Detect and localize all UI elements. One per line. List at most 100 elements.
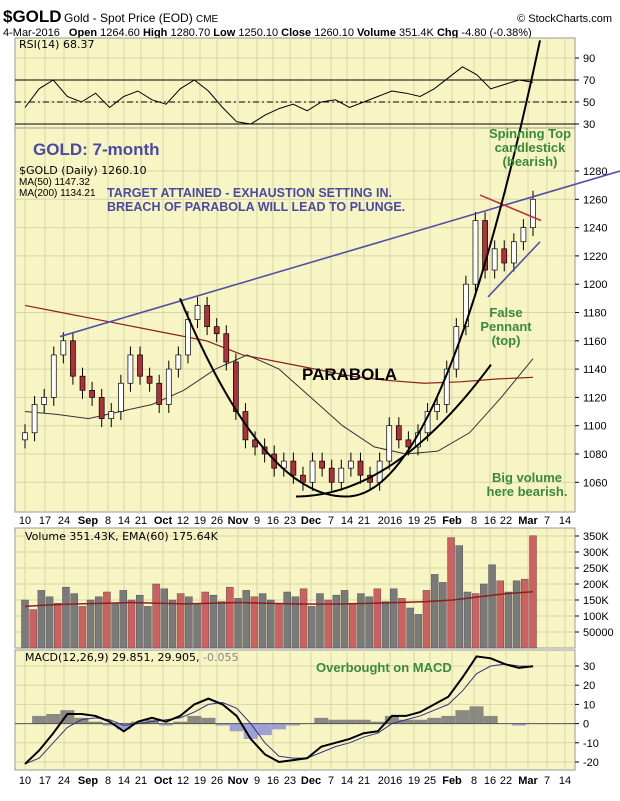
date-axis-label: 8 [471, 515, 477, 527]
close-label: Close [281, 27, 311, 39]
date-axis-label: 16 [267, 515, 279, 527]
bottom-date-axis-label: 17 [39, 775, 51, 787]
volume-bar [168, 599, 177, 649]
bottom-date-axis-label: 22 [500, 775, 512, 787]
rsi-panel [14, 37, 576, 129]
rsi-tick-label: 50 [583, 97, 595, 109]
rsi-tick-label: 30 [583, 119, 595, 131]
candle [309, 460, 316, 483]
macd-legend-hist: -0.055 [203, 651, 238, 664]
date-axis-label: 19 [408, 515, 420, 527]
macd-tick-label: 30 [583, 661, 595, 673]
bottom-date-axis-label: 14 [559, 775, 571, 787]
macd-histogram-bar [384, 715, 399, 724]
parabola-curve [179, 40, 541, 498]
inner-parabola-curve [295, 364, 492, 498]
date-axis-label: 8 [105, 515, 111, 527]
volume-bar [381, 601, 390, 649]
macd-histogram-bar [46, 714, 61, 724]
candle [50, 354, 57, 398]
high-label: High [143, 27, 168, 39]
volume-bar [308, 606, 316, 649]
volume-bar [463, 591, 472, 649]
volume-bar [45, 596, 54, 649]
macd-tick-label: 0 [583, 719, 589, 731]
volume-tick-label: 50000 [583, 627, 614, 639]
volume-bar [324, 599, 332, 649]
symbol-name: Gold - Spot Price (EOD) [64, 11, 193, 25]
macd-legend-main: MACD(12,26,9) 29.851, 29.905, [25, 651, 200, 664]
volume-bar [398, 598, 406, 649]
candle [137, 354, 143, 377]
title-annotation: GOLD: 7-month [33, 140, 160, 159]
ma50-legend: MA(50) 1147.32 [19, 177, 90, 188]
volume-bar [70, 593, 78, 649]
candle [233, 361, 239, 412]
candle [165, 368, 172, 405]
bottom-date-axis-label: Dec [301, 775, 321, 787]
target-annotation-1: TARGET ATTAINED - EXHAUSTION SETTING IN. [107, 186, 392, 200]
close-value: 1260.10 [314, 27, 354, 39]
bottom-date-axis-label: 12 [177, 775, 189, 787]
symbol: $GOLD [3, 7, 62, 26]
candle [463, 283, 469, 328]
candle [175, 354, 182, 370]
macd-histogram-bar [201, 717, 216, 724]
date-axis-label: 14 [559, 515, 571, 527]
date-axis-label: 21 [358, 515, 370, 527]
volume-bar [176, 593, 185, 649]
volume-bar [439, 582, 447, 649]
macd-histogram-bar [272, 723, 286, 730]
volume-bar [144, 606, 152, 649]
bottom-date-axis-label: 19 [194, 775, 206, 787]
price-tick-label: 1200 [583, 279, 607, 291]
parabola-annotation: PARABOLA [302, 365, 397, 384]
quote-line: 4-Mar-2016 Open 1264.60 High 1280.70 Low… [3, 27, 532, 39]
bottom-date-axis-label: Oct [154, 775, 173, 787]
volume-bar [160, 588, 169, 649]
volume-bar [389, 588, 398, 649]
candle [510, 241, 517, 264]
date-axis-label: 21 [135, 515, 147, 527]
bottom-date-axis-label: 25 [424, 775, 436, 787]
price-tick-label: 1260 [583, 194, 607, 206]
volume-bar [103, 591, 111, 649]
volume-bar [250, 596, 259, 649]
date-axis-label: 19 [194, 515, 206, 527]
volume-legend: Volume 351.43K, EMA(60) 175.64K [25, 530, 219, 543]
volume-bar [471, 593, 480, 649]
volume-bar [62, 586, 70, 649]
volume-tick-label: 350K [583, 531, 609, 543]
bottom-date-axis-label: 14 [341, 775, 353, 787]
price-tick-label: 1220 [583, 251, 607, 263]
macd-histogram-bar [314, 717, 329, 724]
spinning-top-annotation-1: Spinning Top [489, 126, 571, 141]
date-axis-label: 7 [544, 515, 550, 527]
candle [98, 397, 105, 419]
volume-tick-label: 300K [583, 547, 609, 559]
volume-bar [447, 537, 455, 649]
volume-bar [299, 588, 308, 649]
macd-histogram-bar [229, 723, 244, 732]
candle [300, 474, 306, 483]
macd-line [24, 655, 534, 765]
volume-bar [316, 593, 324, 649]
candle [482, 220, 488, 271]
date-axis-label: 9 [254, 515, 260, 527]
volume-bar [521, 578, 529, 649]
macd-histogram-bar [173, 721, 188, 724]
macd-histogram-bar [187, 715, 202, 724]
volume-bar [332, 594, 341, 649]
macd-tick-label: -10 [583, 738, 599, 750]
volume-bar [258, 593, 267, 649]
candle [185, 319, 191, 356]
volume-bar [209, 594, 218, 649]
volume-bar [135, 594, 144, 649]
bottom-date-axis-label: 7 [328, 775, 334, 787]
candle [386, 425, 393, 462]
candle [146, 375, 153, 384]
rsi-tick-label: 90 [583, 53, 595, 65]
volume-bar [94, 596, 103, 649]
rsi-legend: RSI(14) 68.37 [19, 38, 94, 51]
volume-bar [348, 602, 357, 649]
